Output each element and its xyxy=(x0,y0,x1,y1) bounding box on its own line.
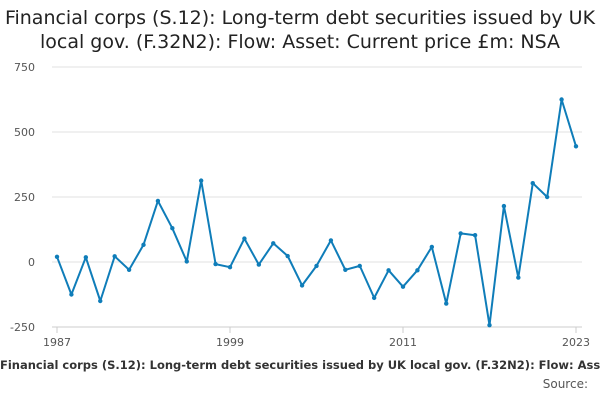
data-point xyxy=(328,238,334,243)
series-line xyxy=(56,98,577,327)
data-point xyxy=(516,275,521,280)
data-point xyxy=(170,226,175,231)
data-point xyxy=(487,322,492,328)
data-point xyxy=(415,268,420,273)
data-point xyxy=(126,267,132,272)
data-point xyxy=(112,254,117,259)
chart-title: Financial corps (S.12): Long-term debt s… xyxy=(4,7,596,53)
data-point xyxy=(458,231,463,236)
data-point xyxy=(54,254,60,259)
y-tick-label: 500 xyxy=(14,126,35,139)
data-point xyxy=(83,255,89,260)
y-tick-label: 0 xyxy=(28,256,35,269)
data-point xyxy=(400,284,406,289)
data-point xyxy=(371,295,377,301)
data-point xyxy=(429,244,435,250)
x-tick-label: 2011 xyxy=(389,336,417,349)
y-tick-label: 750 xyxy=(14,61,35,74)
data-point xyxy=(573,144,579,149)
data-point xyxy=(559,97,564,102)
data-point xyxy=(98,298,103,304)
data-point xyxy=(242,236,247,241)
data-point xyxy=(141,242,146,248)
source-label: Source: xyxy=(542,377,588,391)
data-point xyxy=(544,194,550,200)
data-point xyxy=(198,178,204,183)
y-tick-label: -250 xyxy=(10,321,35,334)
data-point xyxy=(155,198,161,204)
data-point xyxy=(299,283,305,288)
data-point xyxy=(314,263,319,269)
y-tick-label: 250 xyxy=(14,191,35,204)
data-point xyxy=(184,259,189,264)
data-point xyxy=(256,262,262,267)
data-point xyxy=(343,267,348,272)
data-point xyxy=(271,241,276,246)
data-point xyxy=(285,253,290,259)
data-point xyxy=(501,203,507,209)
data-point xyxy=(386,268,391,273)
legend-label: Financial corps (S.12): Long-term debt s… xyxy=(0,358,600,372)
x-tick-label: 1999 xyxy=(216,336,244,349)
data-point xyxy=(213,261,218,267)
data-point xyxy=(530,181,535,186)
data-point xyxy=(472,233,478,238)
x-tick-label: 2023 xyxy=(562,336,590,349)
data-point xyxy=(444,301,449,306)
x-tick-label: 1987 xyxy=(43,336,71,349)
data-point xyxy=(357,263,362,269)
data-point xyxy=(69,292,74,297)
data-point xyxy=(227,265,233,270)
